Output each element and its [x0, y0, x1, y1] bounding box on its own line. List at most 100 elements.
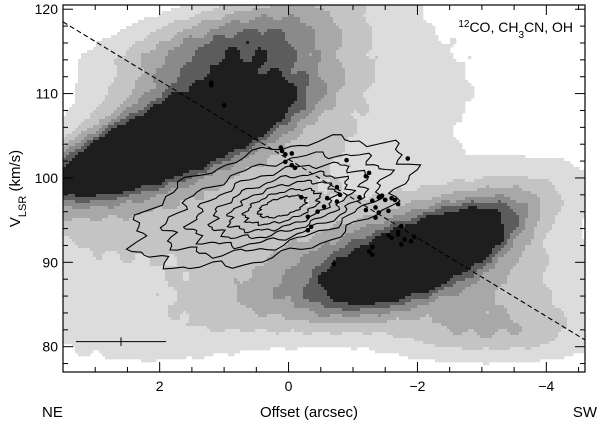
emission-cell — [126, 116, 130, 120]
emission-cell — [168, 104, 172, 108]
emission-cell — [192, 86, 196, 90]
emission-cell — [411, 20, 415, 24]
emission-cell — [351, 53, 355, 57]
emission-cell — [303, 92, 307, 96]
emission-cell — [150, 98, 154, 102]
emission-cell — [315, 47, 319, 51]
emission-cell — [279, 68, 283, 72]
emission-cell — [405, 11, 409, 15]
emission-cell — [246, 5, 250, 9]
emission-cell — [219, 74, 223, 78]
emission-cell — [141, 104, 145, 108]
emission-cell — [186, 35, 190, 39]
emission-cell — [72, 116, 76, 120]
emission-cell — [195, 122, 199, 126]
emission-cell — [177, 80, 181, 84]
emission-cell — [135, 47, 139, 51]
emission-cell — [81, 59, 85, 63]
emission-cell — [237, 59, 241, 63]
emission-cell — [216, 125, 220, 129]
emission-cell — [132, 59, 136, 63]
emission-cell — [411, 98, 415, 102]
emission-cell — [417, 5, 421, 9]
emission-cell — [240, 56, 244, 60]
emission-cell — [306, 116, 310, 120]
emission-cell — [87, 113, 91, 117]
emission-cell — [333, 11, 337, 15]
emission-cell — [237, 71, 241, 75]
emission-cell — [468, 83, 472, 87]
emission-cell — [273, 11, 277, 15]
emission-cell — [198, 14, 202, 18]
emission-cell — [171, 125, 175, 129]
emission-cell — [213, 86, 217, 90]
emission-cell — [195, 77, 199, 81]
emission-cell — [339, 92, 343, 96]
emission-cell — [78, 113, 82, 117]
emission-cell — [117, 50, 121, 54]
emission-cell — [81, 92, 85, 96]
emission-cell — [132, 101, 136, 105]
emission-cell — [285, 128, 289, 132]
emission-cell — [231, 14, 235, 18]
emission-cell — [300, 125, 304, 129]
emission-cell — [249, 56, 253, 60]
emission-cell — [222, 20, 226, 24]
emission-cell — [384, 101, 388, 105]
emission-cell — [171, 77, 175, 81]
emission-cell — [441, 68, 445, 72]
emission-cell — [237, 89, 241, 93]
emission-cell — [87, 80, 91, 84]
emission-cell — [393, 74, 397, 78]
emission-cell — [444, 68, 448, 72]
emission-cell — [258, 98, 262, 102]
emission-cell — [375, 80, 379, 84]
emission-cell — [231, 86, 235, 90]
emission-cell — [354, 20, 358, 24]
emission-cell — [327, 38, 331, 42]
emission-cell — [444, 62, 448, 66]
emission-cell — [123, 86, 127, 90]
emission-cell — [441, 62, 445, 66]
emission-cell — [165, 20, 169, 24]
emission-cell — [324, 65, 328, 69]
emission-cell — [435, 125, 439, 129]
emission-cell — [393, 107, 397, 111]
emission-cell — [315, 71, 319, 75]
emission-cell — [120, 50, 124, 54]
emission-cell — [348, 110, 352, 114]
emission-cell — [342, 32, 346, 36]
emission-cell — [456, 119, 460, 123]
emission-cell — [192, 128, 196, 132]
emission-cell — [63, 116, 67, 120]
emission-cell — [204, 50, 208, 54]
emission-cell — [90, 77, 94, 81]
emission-cell — [297, 104, 301, 108]
emission-cell — [417, 122, 421, 126]
emission-cell — [183, 101, 187, 105]
emission-cell — [345, 107, 349, 111]
emission-cell — [387, 8, 391, 12]
emission-cell — [138, 20, 142, 24]
emission-cell — [267, 29, 271, 33]
emission-cell — [66, 128, 70, 132]
emission-cell — [192, 80, 196, 84]
emission-cell — [348, 14, 352, 18]
emission-cell — [270, 92, 274, 96]
emission-cell — [174, 128, 178, 132]
emission-cell — [399, 116, 403, 120]
emission-cell — [411, 77, 415, 81]
emission-cell — [252, 41, 256, 45]
emission-cell — [363, 68, 367, 72]
emission-cell — [450, 53, 454, 57]
emission-cell — [150, 35, 154, 39]
emission-cell — [138, 113, 142, 117]
emission-cell — [441, 53, 445, 57]
emission-cell — [396, 17, 400, 21]
emission-cell — [459, 116, 463, 120]
emission-cell — [174, 71, 178, 75]
emission-cell — [345, 110, 349, 114]
emission-cell — [411, 74, 415, 78]
emission-cell — [327, 44, 331, 48]
emission-cell — [453, 92, 457, 96]
